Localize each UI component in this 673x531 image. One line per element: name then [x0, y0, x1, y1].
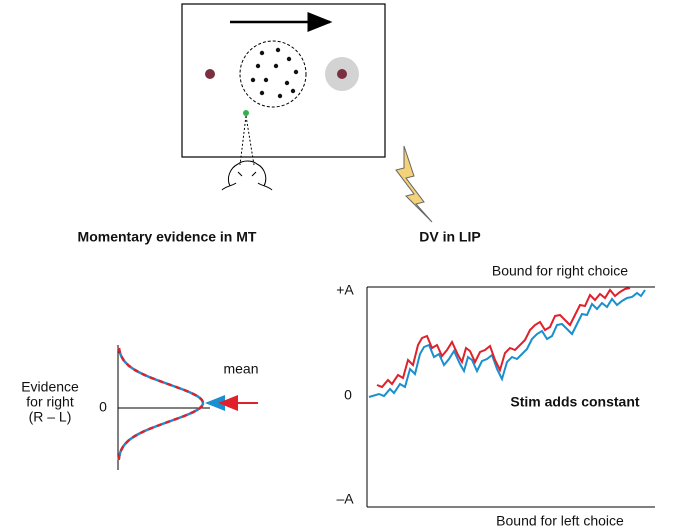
stimulus-display — [181, 3, 386, 191]
y-label: Evidence — [21, 379, 79, 395]
tick-label: +A — [336, 282, 354, 298]
annotation: Stim adds constant — [510, 394, 639, 410]
left-title: Momentary evidence in MT — [78, 229, 257, 245]
evidence-distribution — [117, 345, 258, 470]
upper-bound: Bound for right choice — [492, 263, 628, 279]
dv-plot — [366, 286, 655, 508]
y-label: (R – L) — [29, 409, 72, 425]
right-title: DV in LIP — [419, 229, 480, 245]
lower-bound: Bound for left choice — [496, 513, 624, 529]
tick-label: –A — [336, 491, 354, 507]
zero-label: 0 — [99, 399, 107, 415]
tick-label: 0 — [344, 387, 352, 403]
mean-label: mean — [223, 361, 258, 377]
stimulation-bolt — [395, 145, 433, 223]
y-label: for right — [26, 394, 74, 410]
